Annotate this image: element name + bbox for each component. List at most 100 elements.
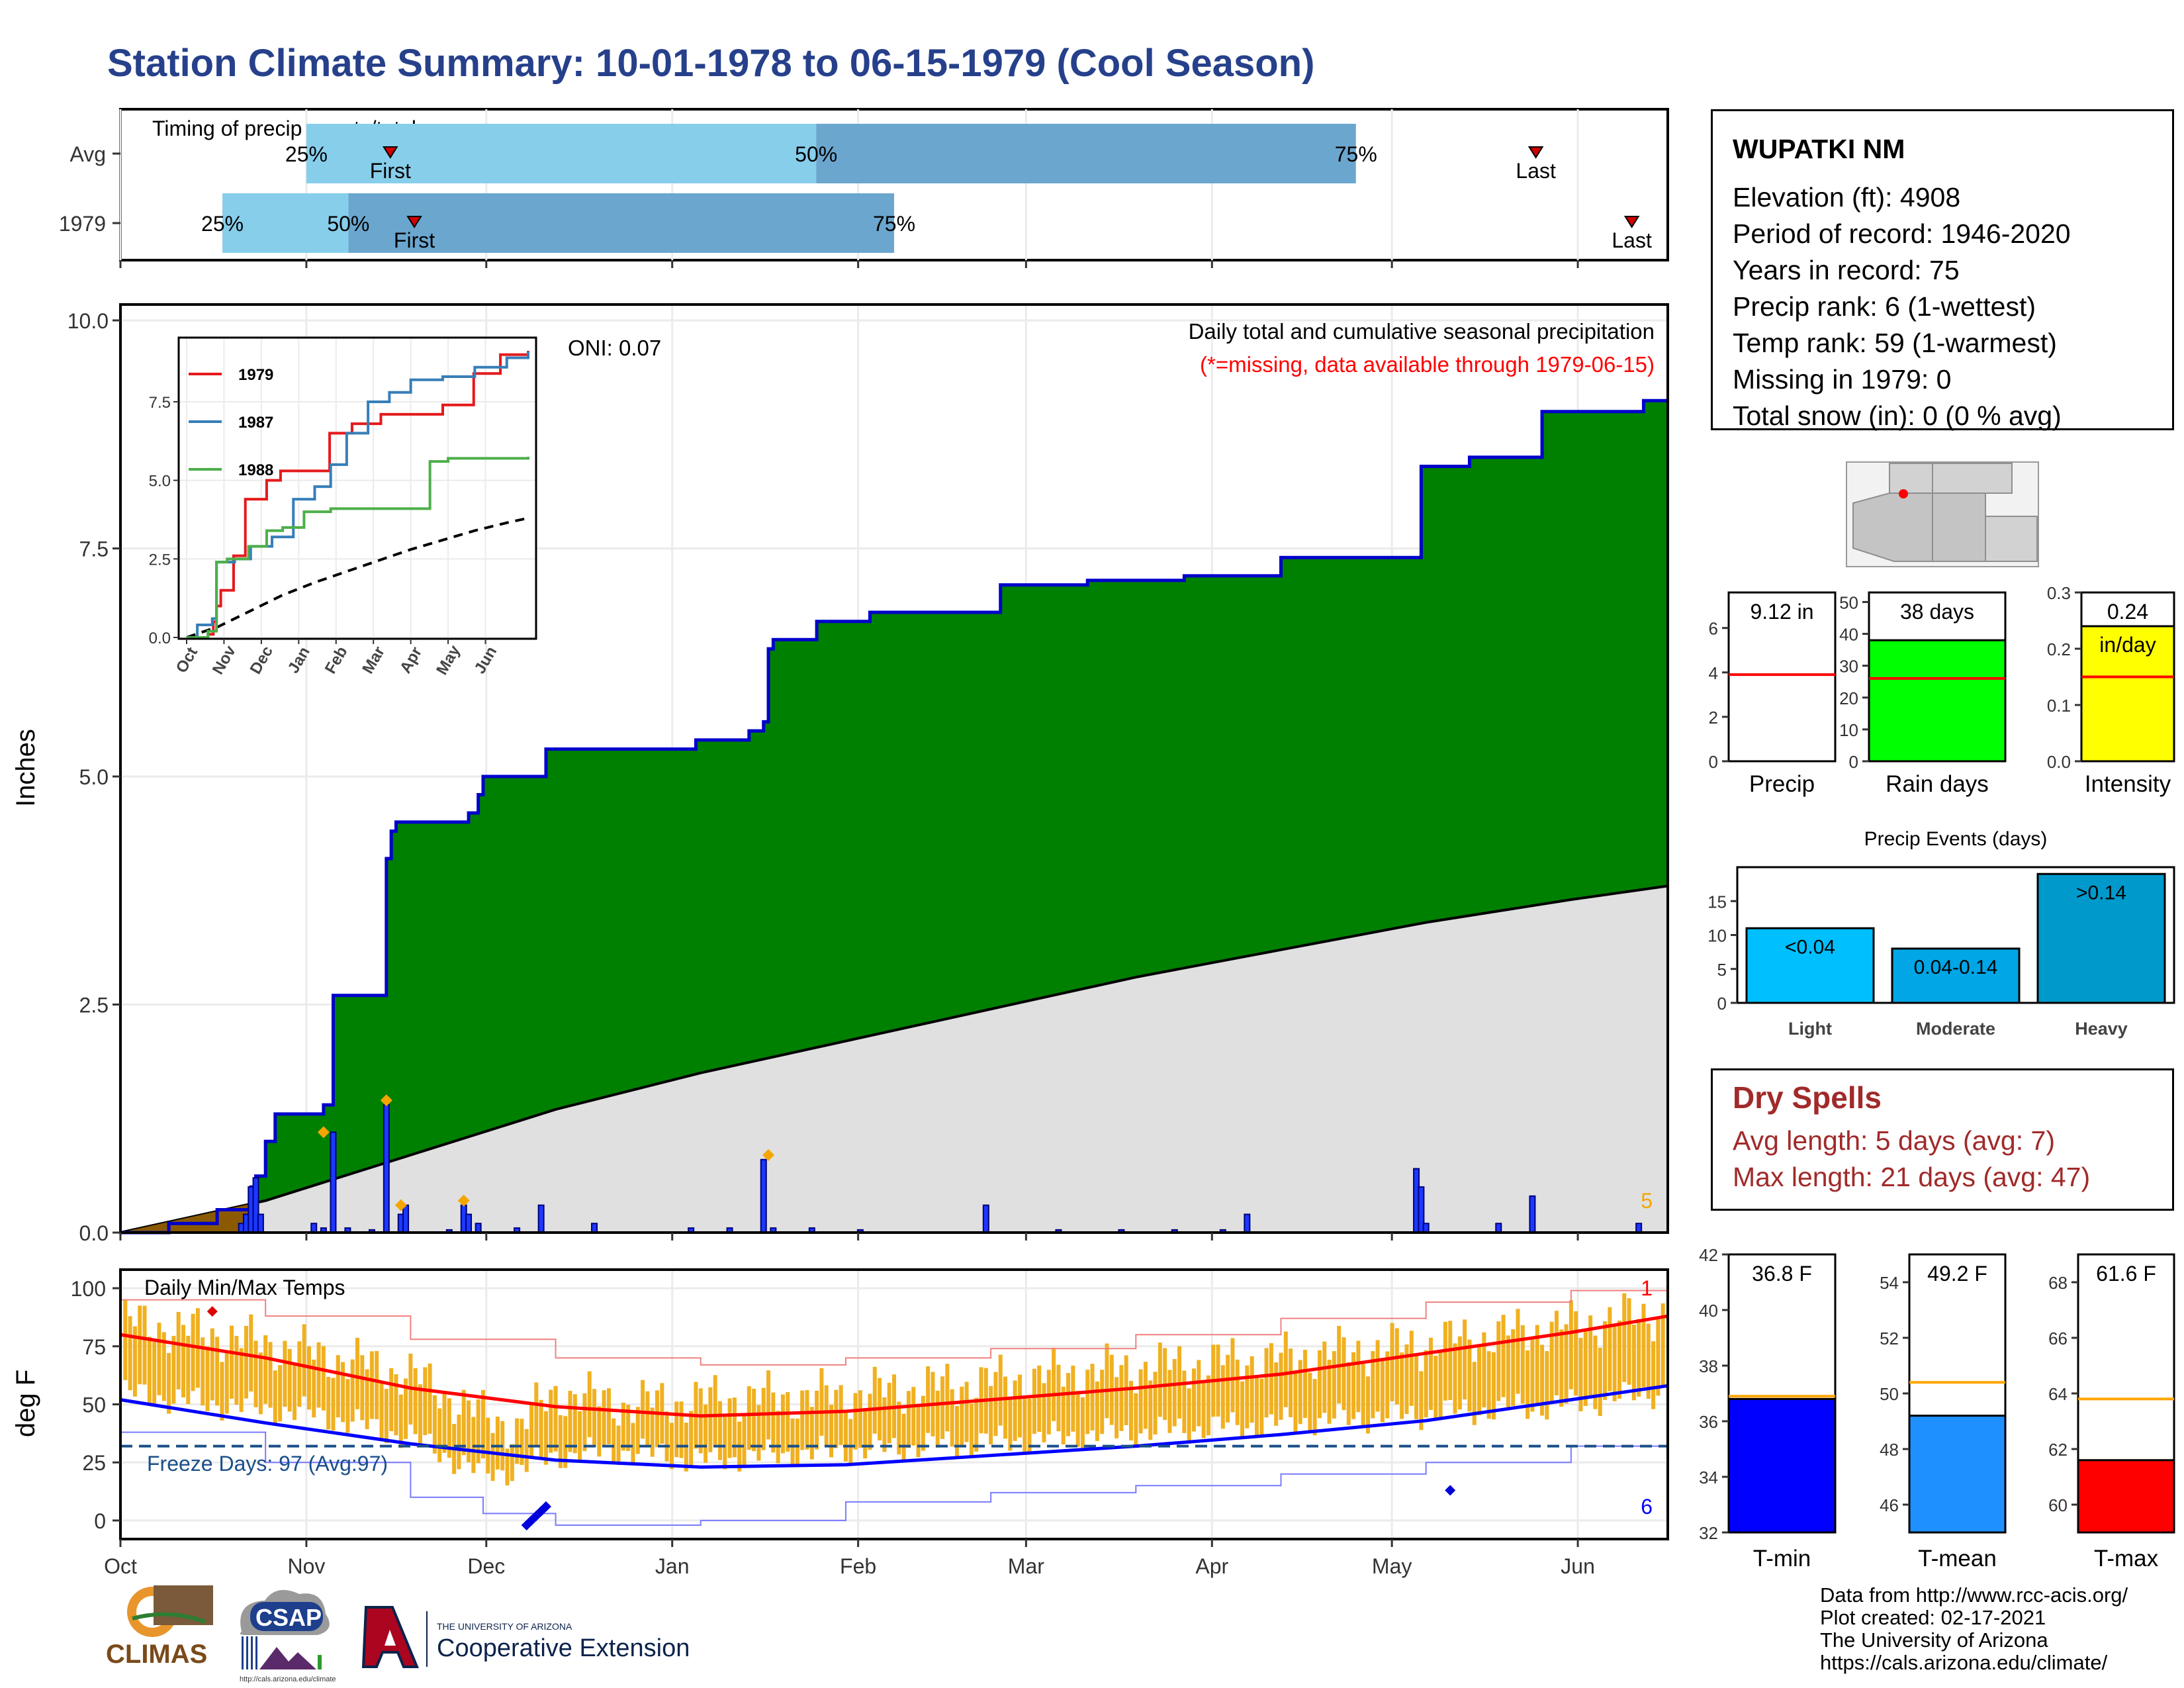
daily-temp-bar (520, 1419, 524, 1466)
daily-temp-bar (404, 1378, 408, 1439)
daily-temp-bar (1351, 1352, 1356, 1419)
daily-temp-bar (1463, 1319, 1467, 1400)
daily-temp-bar (1182, 1370, 1187, 1433)
compare-value-label-2: 61.6 F (2096, 1262, 2156, 1286)
daily-temp-bar (543, 1411, 548, 1465)
daily-temp-bar (1298, 1360, 1302, 1425)
daily-temp-bar (1312, 1379, 1317, 1436)
daily-temp-bar (283, 1340, 287, 1407)
compare-value-label-0: 36.8 F (1752, 1262, 1812, 1286)
csap-logo: CSAP http://cals.arizona.edu/climate (240, 1589, 336, 1683)
csap-logo-text: CSAP (255, 1604, 322, 1631)
precip-y-tick-label: 5.0 (79, 765, 109, 789)
daily-temp-bar (1622, 1293, 1627, 1382)
flagged-precip-marker (394, 1199, 407, 1211)
daily-temp-bar (1433, 1356, 1438, 1421)
daily-temp-bar (1520, 1325, 1525, 1404)
daily-temp-bar (128, 1316, 132, 1391)
daily-temp-bar (437, 1408, 442, 1462)
daily-temp-bar (1394, 1328, 1399, 1405)
daily-temp-bar (389, 1368, 394, 1431)
daily-precip-bar (383, 1104, 390, 1233)
compare-axis-label-1: Rain days (1886, 771, 1989, 797)
daily-temp-bar (398, 1394, 403, 1448)
compare-axis-label-2: T-max (2094, 1546, 2159, 1571)
daily-temp-bar (993, 1372, 998, 1436)
daily-temp-bar (790, 1418, 795, 1468)
daily-temp-bar (321, 1346, 326, 1411)
station-elevation: Elevation (ft): 4908 (1733, 182, 1961, 212)
ua-logo: THE UNIVERSITY OF ARIZONA Cooperative Ex… (361, 1606, 690, 1668)
footer-line-created: Plot created: 02-17-2021 (1820, 1606, 2046, 1629)
daily-temp-bar (234, 1336, 239, 1405)
daily-temp-bar (1661, 1303, 1665, 1386)
footer-line-university: The University of Arizona (1820, 1628, 2048, 1652)
daily-precip-bar (760, 1158, 767, 1234)
daily-temp-bar (1409, 1331, 1414, 1406)
timing-label-75: 75% (873, 212, 915, 236)
daily-temp-bar (1646, 1323, 1651, 1399)
daily-temp-bar (1564, 1324, 1569, 1404)
daily-temp-bar (1593, 1335, 1598, 1409)
inset-series-line (187, 457, 529, 639)
precip-y-tick-label: 0.0 (79, 1221, 109, 1245)
daily-temp-bar (1027, 1398, 1032, 1452)
daily-precip-bar (257, 1213, 264, 1233)
daily-temp-bar (341, 1362, 345, 1423)
daily-temp-bar (974, 1397, 979, 1452)
daily-temp-bar (316, 1342, 321, 1408)
daily-temp-bar (1274, 1362, 1279, 1426)
daily-temp-bar (1167, 1370, 1172, 1433)
daily-temp-bar (1201, 1380, 1206, 1438)
compare-y-tick-label: 48 (1880, 1440, 1899, 1460)
station-name: WUPATKI NM (1733, 134, 1905, 164)
daily-temp-bar (1578, 1338, 1583, 1411)
timing-marker-first (382, 146, 398, 159)
daily-temp-bar (940, 1376, 945, 1439)
daily-temp-bar (539, 1399, 543, 1458)
daily-temp-bar (1545, 1351, 1549, 1420)
daily-temp-bar (524, 1429, 529, 1472)
daily-temp-bar (428, 1363, 432, 1434)
daily-temp-bar (147, 1336, 152, 1403)
daily-temp-bar (1342, 1337, 1346, 1411)
flagged-precip-marker (317, 1126, 330, 1139)
daily-temp-bar (1443, 1321, 1447, 1401)
dry-spells-title: Dry Spells (1733, 1080, 1882, 1115)
daily-temp-bar (461, 1389, 466, 1456)
compare-y-tick-label: 32 (1699, 1523, 1718, 1543)
daily-temp-bar (1549, 1321, 1554, 1402)
daily-temp-bar (1056, 1364, 1061, 1432)
daily-temp-bar (447, 1398, 451, 1458)
compare-y-tick-label: 0.0 (2047, 752, 2071, 772)
logo-strip: CLIMAS CSAP http://cals.arizona.edu/clim… (106, 1585, 690, 1683)
daily-temp-bar (887, 1382, 891, 1444)
events-y-tick-label: 10 (1707, 926, 1727, 946)
daily-temp-bar (901, 1413, 906, 1462)
daily-temp-bar (1569, 1300, 1573, 1389)
daily-temp-bar (306, 1346, 311, 1410)
daily-temp-bar (384, 1389, 388, 1443)
daily-temp-bar (1448, 1321, 1453, 1400)
daily-temp-bar (1322, 1341, 1327, 1413)
precip-chart-title: Daily total and cumulative seasonal prec… (1189, 319, 1655, 344)
inset-y-tick-label: 2.5 (149, 551, 171, 569)
daily-temp-bar (1453, 1343, 1457, 1414)
timing-marker-last (1527, 146, 1544, 159)
temp-corner-low: 6 (1641, 1495, 1653, 1519)
daily-temp-bar (1506, 1335, 1510, 1410)
daily-precip-bar (475, 1223, 482, 1233)
daily-temp-bar (167, 1352, 171, 1414)
daily-temp-bar (553, 1385, 558, 1452)
compare-y-tick-label: 46 (1880, 1495, 1899, 1515)
daily-temp-bar (1308, 1372, 1312, 1432)
daily-temp-bar (704, 1404, 708, 1463)
daily-temp-bar (650, 1407, 655, 1457)
daily-temp-bar (1559, 1329, 1564, 1407)
daily-temp-bar (157, 1323, 161, 1395)
compare-bar-1 (1908, 1415, 2007, 1534)
daily-temp-bar (268, 1342, 273, 1408)
precip-chart-subtitle: (*=missing, data available through 1979-… (1200, 352, 1655, 377)
daily-temp-bar (1085, 1370, 1090, 1434)
daily-temp-bar (394, 1374, 398, 1436)
